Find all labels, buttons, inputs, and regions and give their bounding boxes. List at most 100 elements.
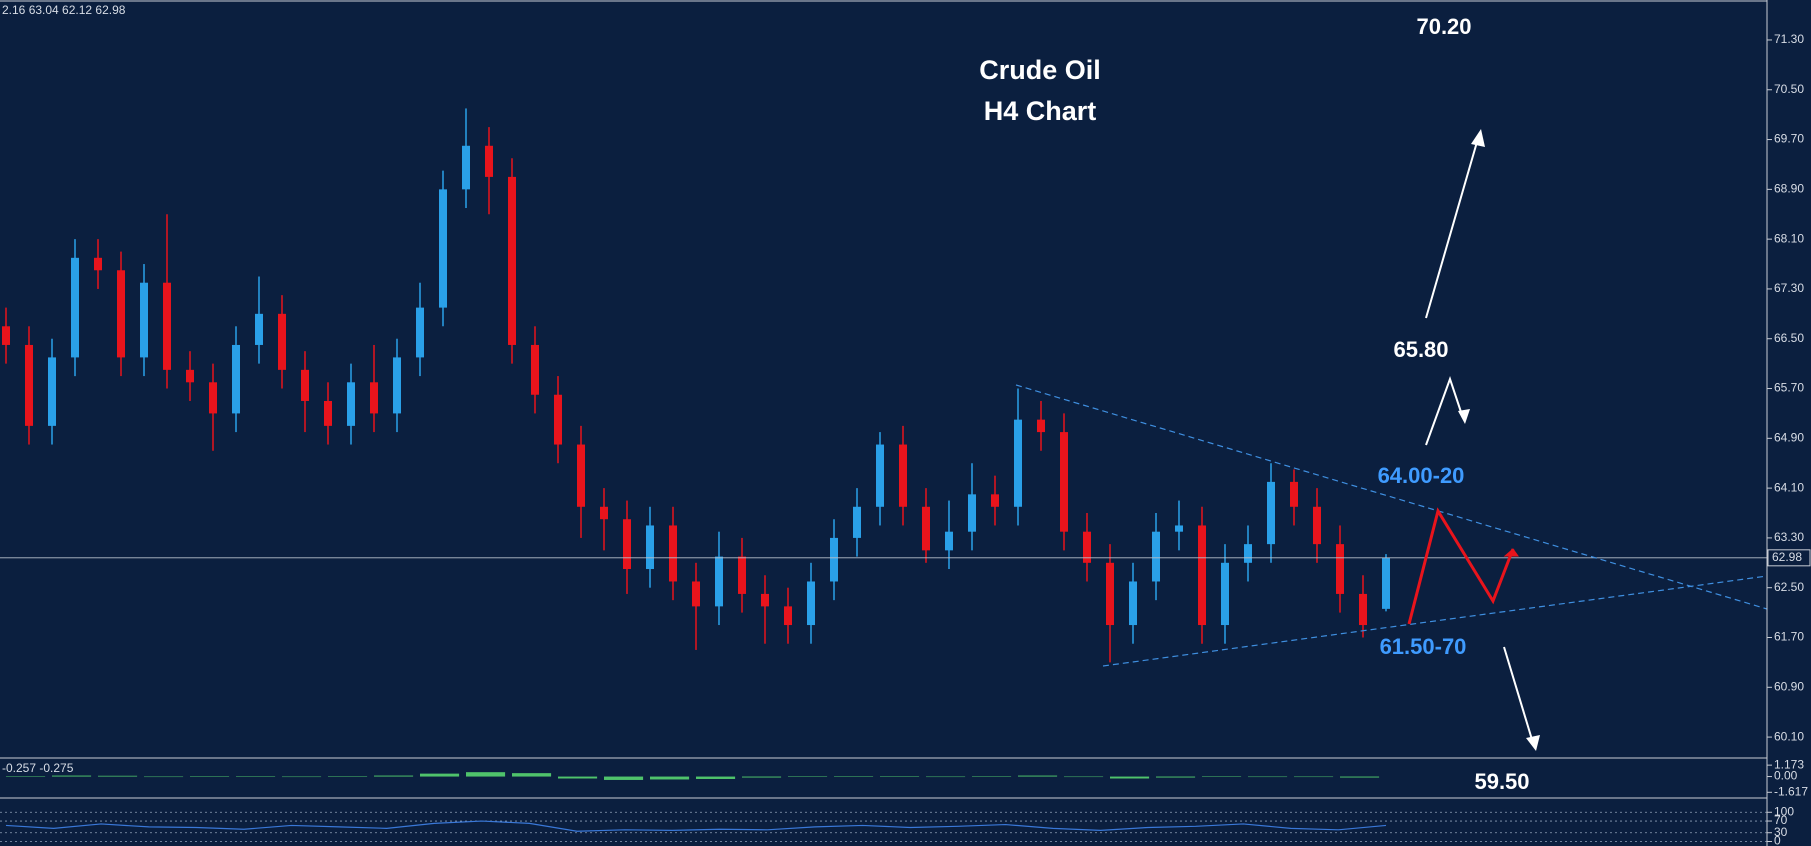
candle-body xyxy=(301,369,309,401)
pullback-arrow xyxy=(1425,375,1464,446)
histogram-bar xyxy=(1064,776,1104,778)
candle-body xyxy=(508,176,516,345)
arrow-head xyxy=(1503,548,1519,557)
y-tick-label: 30 xyxy=(1774,825,1788,839)
y-tick-label: 70 xyxy=(1774,813,1788,827)
candle-body xyxy=(577,444,585,507)
candle-body xyxy=(278,313,286,370)
support-label: 61.50-70 xyxy=(1380,634,1467,659)
drawings xyxy=(0,0,1768,846)
histogram-bar xyxy=(558,776,598,779)
histogram-bar xyxy=(834,776,874,777)
candle-body xyxy=(370,382,378,414)
histogram-bar xyxy=(1202,776,1242,777)
target-label: 70.20 xyxy=(1416,14,1471,39)
histogram-bar xyxy=(1248,776,1288,778)
y-tick-label: 100 xyxy=(1774,804,1794,818)
candle-body xyxy=(1175,525,1183,532)
histogram-bar xyxy=(1018,775,1058,777)
candle-body xyxy=(1290,481,1298,507)
y-tick-label: 66.50 xyxy=(1774,331,1804,345)
candle-body xyxy=(623,519,631,570)
histogram-bar xyxy=(650,776,690,780)
up-arrow xyxy=(1425,134,1480,319)
candle-body xyxy=(1359,593,1367,626)
candle-body xyxy=(876,444,884,507)
candle-body xyxy=(968,494,976,532)
histogram-bar xyxy=(972,776,1012,777)
candle-body xyxy=(163,282,171,370)
candle-body xyxy=(232,344,240,414)
candle-body xyxy=(255,313,263,345)
candle-body xyxy=(853,506,861,538)
histogram-bar xyxy=(6,776,46,777)
y-tick-label: 1.173 xyxy=(1774,757,1804,771)
candle-body xyxy=(554,394,562,445)
upper-trendline xyxy=(1015,384,1768,610)
candle-body xyxy=(117,270,125,358)
histogram-bar xyxy=(98,775,138,777)
candle-body xyxy=(48,357,56,426)
candle-body xyxy=(439,189,447,308)
resistance-label: 64.00-20 xyxy=(1378,463,1465,488)
y-tick-label: 60.10 xyxy=(1774,729,1804,743)
y-tick-label: 65.70 xyxy=(1774,381,1804,395)
arrow-head xyxy=(1526,735,1540,751)
histogram-bar xyxy=(466,772,506,777)
y-tick-label: 71.30 xyxy=(1774,32,1804,46)
target-label: 59.50 xyxy=(1474,769,1529,794)
ohlc-readout: 2.16 63.04 62.12 62.98 xyxy=(2,3,126,17)
candle-body xyxy=(531,344,539,395)
plot xyxy=(0,108,1767,842)
candle-body xyxy=(1037,419,1045,433)
y-tick-label: 62.50 xyxy=(1774,580,1804,594)
histogram-bar xyxy=(604,776,644,780)
histogram-bar xyxy=(788,776,828,777)
candle-body xyxy=(1221,562,1229,626)
arrow-head xyxy=(1471,129,1485,147)
candle-body xyxy=(669,525,677,582)
histogram-bar xyxy=(144,776,184,778)
candle-body xyxy=(462,145,470,190)
candle-body xyxy=(922,506,930,551)
candle-body xyxy=(1198,525,1206,626)
y-tick-label: 0.00 xyxy=(1774,769,1798,783)
macd-readout: -0.257 -0.275 xyxy=(2,761,74,775)
histogram-bar xyxy=(328,776,368,777)
indicator-line xyxy=(5,820,1387,832)
histogram-bar xyxy=(190,776,230,777)
arrow-head xyxy=(1458,409,1470,424)
candle-body xyxy=(71,257,79,358)
histogram-bar xyxy=(512,773,552,777)
candle-body xyxy=(991,494,999,507)
price-tag xyxy=(1767,549,1811,567)
histogram-bar xyxy=(1110,776,1150,779)
histogram-bar xyxy=(1340,776,1380,778)
candle-body xyxy=(1129,581,1137,626)
candle-body xyxy=(209,382,217,414)
y-tick-label: 68.90 xyxy=(1774,182,1804,196)
candle-body xyxy=(945,531,953,551)
candle-body xyxy=(761,593,769,607)
candle-body xyxy=(1060,432,1068,532)
candle-body xyxy=(94,257,102,271)
y-tick-label: 69.70 xyxy=(1774,132,1804,146)
down-arrow xyxy=(1503,646,1534,744)
candle-body xyxy=(1336,544,1344,594)
histogram-bar xyxy=(742,776,782,778)
price-tag-label: 62.98 xyxy=(1772,550,1802,564)
candle-body xyxy=(1382,557,1390,609)
candle-body xyxy=(600,506,608,520)
candle-body xyxy=(784,606,792,626)
candle-body xyxy=(1083,531,1091,563)
candle-body xyxy=(393,357,401,414)
candle-body xyxy=(1106,562,1114,626)
candle-body xyxy=(1244,544,1252,563)
candle-body xyxy=(347,382,355,426)
y-tick-label: 63.30 xyxy=(1774,530,1804,544)
histogram-bar xyxy=(374,775,414,777)
lower-trendline xyxy=(1102,575,1768,667)
candle-body xyxy=(899,444,907,507)
